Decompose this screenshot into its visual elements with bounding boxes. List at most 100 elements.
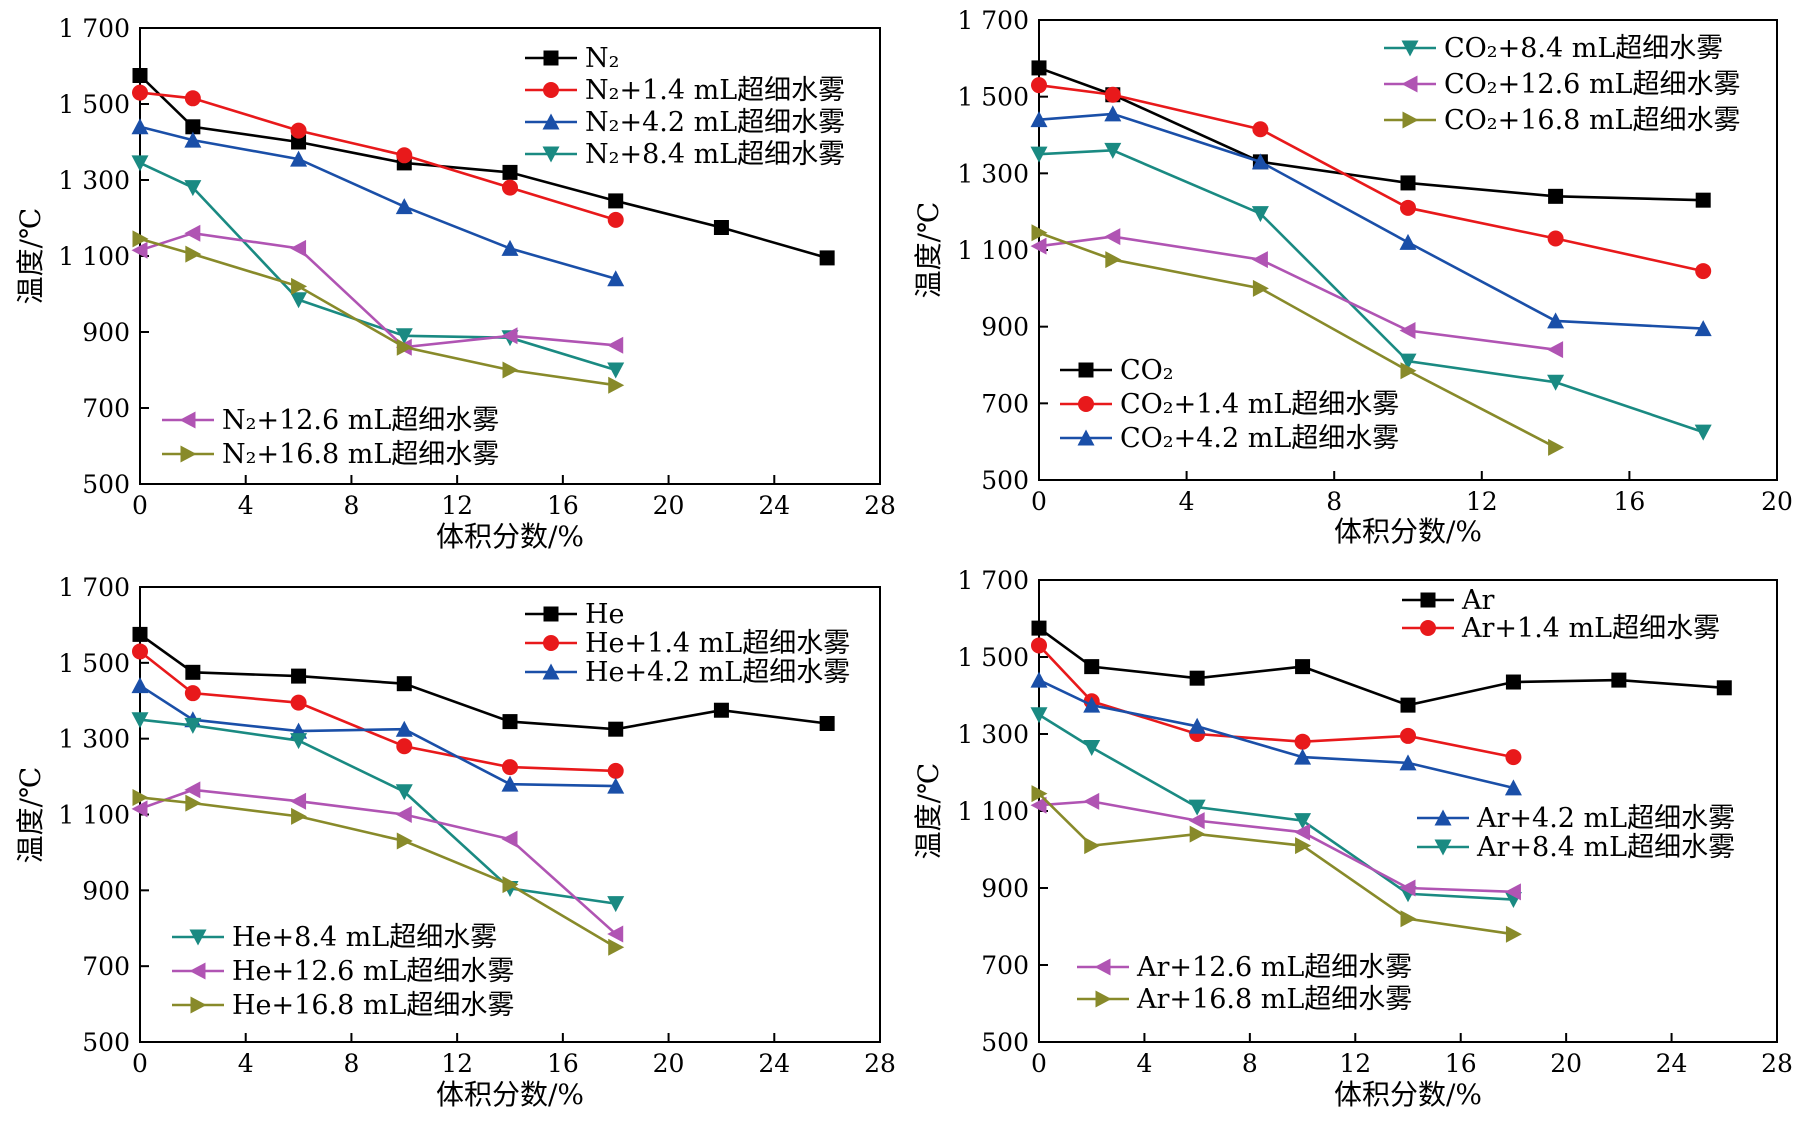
data-point bbox=[713, 702, 729, 718]
data-point bbox=[607, 925, 624, 943]
data-point bbox=[607, 896, 625, 913]
data-point bbox=[1030, 146, 1048, 163]
data-point bbox=[607, 270, 625, 287]
legend-label: CO₂+12.6 mL超细水雾 bbox=[1444, 69, 1740, 100]
data-point bbox=[1084, 837, 1101, 855]
data-point bbox=[1030, 796, 1047, 814]
y-axis-label: 温度/℃ bbox=[14, 767, 47, 864]
legend-marker bbox=[1401, 75, 1418, 93]
y-tick-label: 1 100 bbox=[957, 797, 1029, 826]
y-axis-label: 温度/℃ bbox=[912, 763, 945, 860]
series-line bbox=[139, 91, 617, 222]
legend-entry: N₂+1.4 mL超细水雾 bbox=[525, 75, 845, 106]
x-tick-label: 16 bbox=[1445, 1049, 1477, 1078]
series-teal bbox=[131, 155, 625, 379]
data-point bbox=[1611, 672, 1627, 688]
data-point bbox=[1399, 322, 1416, 339]
series-line bbox=[139, 718, 616, 905]
data-point bbox=[1399, 353, 1417, 370]
legend-label: Ar+8.4 mL超细水雾 bbox=[1476, 832, 1735, 863]
legend-marker bbox=[189, 929, 207, 946]
y-tick-label: 1 100 bbox=[957, 236, 1029, 265]
data-point bbox=[1105, 251, 1122, 269]
data-point bbox=[290, 122, 307, 139]
legend-entry: CO₂+12.6 mL超细水雾 bbox=[1384, 69, 1740, 100]
data-point bbox=[395, 806, 412, 823]
legend-marker bbox=[1420, 592, 1436, 608]
data-point bbox=[291, 277, 308, 295]
series-olive bbox=[1031, 224, 1565, 456]
x-tick-label: 8 bbox=[1242, 1049, 1258, 1078]
series-line bbox=[1038, 112, 1704, 330]
data-point bbox=[1400, 727, 1416, 744]
x-tick-label: 28 bbox=[1761, 1049, 1793, 1078]
data-point bbox=[395, 720, 413, 737]
x-tick-label: 0 bbox=[132, 1049, 148, 1078]
data-point bbox=[290, 292, 308, 309]
legend-label: N₂+1.4 mL超细水雾 bbox=[585, 75, 845, 106]
data-point bbox=[502, 361, 519, 379]
y-tick-label: 1 700 bbox=[58, 573, 130, 602]
data-point bbox=[1031, 785, 1048, 803]
data-point bbox=[396, 738, 413, 755]
x-tick-label: 0 bbox=[132, 491, 148, 520]
data-point bbox=[1104, 228, 1121, 246]
x-tick-label: 24 bbox=[1656, 1049, 1688, 1078]
legend-label: He+1.4 mL超细水雾 bbox=[585, 628, 850, 659]
legend-entry: N₂+16.8 mL超细水雾 bbox=[162, 439, 499, 470]
legend-marker bbox=[543, 50, 559, 66]
data-point bbox=[132, 68, 148, 83]
data-point bbox=[184, 224, 201, 242]
legend-label: N₂+8.4 mL超细水雾 bbox=[585, 139, 845, 170]
legend-marker bbox=[1434, 809, 1452, 826]
chart-panel-1: 0 4 8 12 16 20 24 28 500 700 900 1 100 1 300 1 500 1 7… bbox=[14, 14, 896, 553]
data-point bbox=[131, 118, 149, 135]
data-point bbox=[1399, 754, 1417, 771]
legend-marker bbox=[543, 606, 559, 622]
x-tick-label: 4 bbox=[1136, 1049, 1152, 1078]
series-olive bbox=[1031, 785, 1522, 943]
legend-marker bbox=[1094, 958, 1111, 976]
x-tick-label: 4 bbox=[238, 491, 254, 520]
series-red bbox=[1031, 637, 1522, 766]
data-point bbox=[1188, 717, 1206, 734]
data-point bbox=[819, 250, 835, 266]
data-point bbox=[1505, 674, 1521, 690]
data-point bbox=[395, 198, 413, 215]
legend-entry: N₂ bbox=[525, 43, 619, 74]
x-tick-label: 4 bbox=[238, 1049, 254, 1078]
legend-entry: He+1.4 mL超细水雾 bbox=[525, 628, 850, 659]
y-tick-label: 700 bbox=[82, 952, 130, 981]
data-point bbox=[291, 668, 307, 684]
data-point bbox=[1295, 659, 1311, 675]
series-line bbox=[1038, 149, 1704, 434]
legend-entry: He+8.4 mL超细水雾 bbox=[172, 922, 497, 953]
x-tick-label: 12 bbox=[441, 491, 473, 520]
y-tick-label: 1 500 bbox=[957, 83, 1029, 112]
data-point bbox=[1104, 142, 1122, 159]
data-point bbox=[1104, 86, 1121, 103]
data-point bbox=[1695, 192, 1711, 208]
data-point bbox=[1716, 680, 1732, 696]
legend-label: CO₂ bbox=[1120, 355, 1174, 386]
data-point bbox=[184, 90, 201, 107]
y-tick-label: 700 bbox=[82, 394, 130, 423]
legend-label: He+4.2 mL超细水雾 bbox=[585, 657, 850, 688]
x-tick-label: 0 bbox=[1031, 487, 1047, 516]
series-line bbox=[139, 125, 617, 281]
data-point bbox=[607, 211, 624, 228]
data-point bbox=[395, 328, 413, 345]
data-point bbox=[1030, 111, 1048, 128]
data-point bbox=[608, 376, 625, 394]
series-line bbox=[1038, 83, 1704, 273]
legend-entry: N₂+8.4 mL超细水雾 bbox=[525, 139, 845, 170]
x-tick-label: 24 bbox=[758, 491, 790, 520]
y-tick-label: 500 bbox=[82, 470, 130, 499]
series-teal bbox=[1030, 142, 1712, 441]
y-axis-label: 温度/℃ bbox=[912, 202, 945, 299]
data-point bbox=[184, 685, 201, 702]
data-point bbox=[1548, 188, 1564, 204]
data-point bbox=[1694, 320, 1712, 337]
data-point bbox=[290, 150, 308, 167]
x-tick-label: 16 bbox=[547, 1049, 579, 1078]
